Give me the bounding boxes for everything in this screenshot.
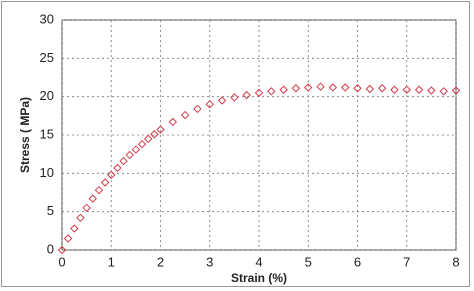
data-point xyxy=(267,87,276,96)
x-tick-label: 3 xyxy=(206,254,213,269)
y-tick-label: 10 xyxy=(40,165,54,180)
x-tick-label: 7 xyxy=(403,254,410,269)
data-point xyxy=(94,185,104,195)
data-point xyxy=(193,104,202,114)
x-axis-label: Strain (%) xyxy=(231,271,287,285)
x-tick-label: 0 xyxy=(58,254,65,269)
data-point xyxy=(76,213,85,223)
data-point xyxy=(205,100,214,109)
data-point xyxy=(217,96,227,105)
data-point xyxy=(156,125,165,134)
data-point xyxy=(316,82,325,91)
data-point xyxy=(82,203,91,213)
data-point xyxy=(340,83,350,92)
data-point xyxy=(254,88,264,98)
data-point xyxy=(63,234,73,243)
data-point xyxy=(377,84,387,93)
data-point xyxy=(143,134,153,144)
data-point xyxy=(390,85,399,94)
data-point xyxy=(137,139,147,149)
y-tick-label: 25 xyxy=(40,50,54,65)
data-point xyxy=(242,90,251,100)
y-tick-label: 15 xyxy=(40,126,54,141)
data-point xyxy=(353,84,362,93)
y-tick-label: 30 xyxy=(40,11,54,26)
data-point xyxy=(304,83,313,92)
x-tick-label: 5 xyxy=(305,254,312,269)
data-point xyxy=(328,83,338,92)
y-tick-label: 0 xyxy=(47,241,54,256)
data-point xyxy=(168,117,178,127)
data-point xyxy=(131,145,141,154)
x-tick-label: 6 xyxy=(354,254,361,269)
data-point xyxy=(107,170,116,180)
data-point xyxy=(427,86,436,95)
data-point xyxy=(291,84,301,93)
data-point xyxy=(180,110,190,120)
data-point xyxy=(113,163,122,173)
y-tick-label: 5 xyxy=(47,203,54,218)
data-point xyxy=(414,85,424,94)
data-point xyxy=(119,156,128,166)
data-point xyxy=(150,130,159,139)
data-point xyxy=(230,93,239,102)
x-tick-label: 2 xyxy=(157,254,164,269)
data-point xyxy=(402,85,411,94)
data-point xyxy=(57,245,67,255)
x-tick-label: 4 xyxy=(255,254,262,269)
data-point xyxy=(125,150,134,160)
data-point xyxy=(88,194,97,203)
data-point xyxy=(279,85,288,94)
data-point xyxy=(100,178,110,187)
x-tick-label: 8 xyxy=(452,254,459,269)
y-tick-label: 20 xyxy=(40,88,54,103)
data-point xyxy=(365,84,375,94)
data-point xyxy=(451,86,461,95)
data-point xyxy=(70,224,79,233)
data-point xyxy=(439,87,448,96)
y-axis-label: Stress ( MPa) xyxy=(18,97,32,173)
x-tick-label: 1 xyxy=(108,254,115,269)
